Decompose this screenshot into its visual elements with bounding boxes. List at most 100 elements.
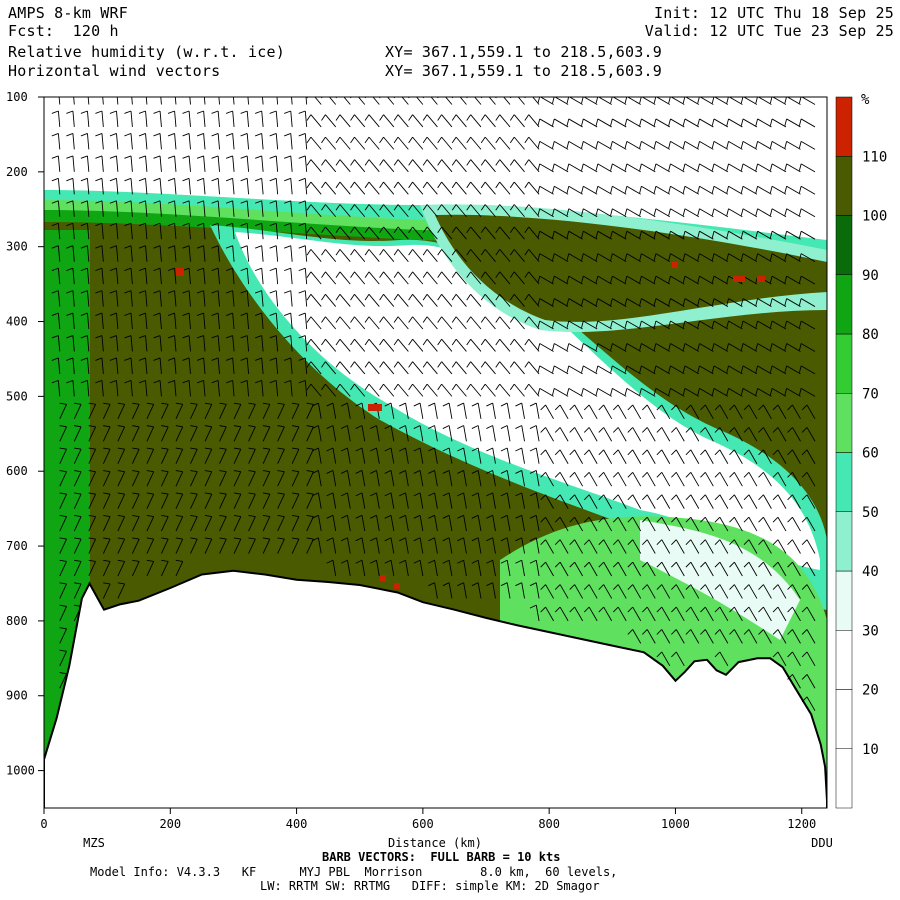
wind-barb-flag: [355, 559, 363, 564]
wind-barb-flag: [729, 584, 735, 590]
wind-barb-flag: [190, 537, 198, 540]
wind-barb-flag: [610, 163, 613, 171]
wind-barb: [655, 118, 670, 128]
wind-barb: [101, 335, 104, 352]
wind-barb: [632, 472, 642, 487]
wind-barb: [277, 538, 285, 554]
wind-barb-flag: [700, 584, 706, 590]
wind-barb: [626, 118, 641, 128]
wind-barb: [275, 357, 279, 374]
wind-barb: [763, 584, 772, 599]
wind-barb-flag: [321, 249, 326, 256]
wind-barb-flag: [495, 114, 501, 121]
wind-barb-flag: [495, 271, 501, 278]
wind-barb: [704, 494, 714, 509]
wind-barb: [742, 298, 758, 307]
wind-barb-flag: [379, 136, 384, 144]
wind-barb: [632, 449, 642, 464]
wind-barb: [690, 539, 700, 554]
wind-barb: [477, 492, 482, 509]
wind-barb: [603, 427, 613, 442]
wind-barb: [261, 155, 264, 172]
wind-barb: [748, 539, 758, 554]
wind-barb: [332, 560, 337, 577]
wind-barb: [175, 516, 184, 532]
wind-barb: [459, 97, 467, 105]
wind-barb-flag: [537, 118, 541, 126]
wind-barb: [521, 447, 525, 464]
wind-barb-flag: [269, 200, 277, 204]
wind-barb: [188, 223, 191, 240]
wind-barb: [310, 361, 322, 375]
rh-spot-2: [368, 404, 382, 411]
wind-barb: [306, 471, 314, 487]
wind-barb: [145, 155, 148, 172]
wind-barb: [376, 515, 380, 532]
wind-barb: [412, 226, 424, 240]
wind-barb-flag: [451, 294, 457, 301]
wind-barb-flag: [642, 629, 648, 635]
wind-barb-flag: [255, 357, 262, 361]
wind-barb-flag: [466, 316, 472, 323]
wind-barb-flag: [103, 559, 111, 562]
wind-barb-flag: [668, 163, 671, 171]
wind-barb: [792, 517, 801, 532]
wind-barb: [521, 582, 525, 599]
wind-barb-flag: [190, 402, 198, 405]
wind-barb-flag: [755, 141, 759, 149]
wind-barb: [291, 449, 300, 464]
colorbar-swatch: [835, 274, 853, 335]
wind-barb: [484, 136, 496, 150]
wind-barb-flag: [255, 312, 262, 316]
wind-barb-flag: [685, 561, 692, 568]
wind-barb-flag: [355, 537, 363, 542]
wind-barb: [554, 208, 569, 218]
wind-barb: [612, 253, 627, 263]
wind-barb-flag: [509, 159, 515, 166]
wind-barb: [792, 629, 801, 644]
wind-barb-flag: [772, 606, 779, 613]
wind-barb-flag: [225, 133, 233, 137]
wind-barb: [317, 537, 322, 554]
wind-barb-flag: [306, 402, 314, 405]
wind-barb-flag: [269, 357, 277, 361]
wind-barb: [57, 110, 61, 127]
wind-barb: [699, 275, 714, 285]
wind-barb-flag: [117, 425, 125, 428]
wind-barb: [101, 110, 104, 127]
wind-barb: [597, 230, 612, 240]
wind-barb: [332, 402, 337, 419]
wind-barb-flag: [262, 514, 270, 518]
wind-barb-flag: [138, 380, 146, 384]
wind-barb-flag: [422, 136, 428, 144]
wind-barb: [190, 471, 198, 487]
wind-barb-flag: [284, 155, 291, 159]
wind-barb: [463, 537, 467, 554]
wind-barb: [357, 97, 366, 105]
wind-barb: [713, 230, 729, 240]
wind-barb-flag: [495, 383, 501, 391]
wind-barb-flag: [269, 155, 277, 159]
wind-barb-flag: [370, 447, 377, 452]
colorbar-swatch: [835, 393, 853, 453]
wind-barb-flag: [211, 245, 219, 249]
wind-barb-flag: [182, 335, 190, 339]
wind-barb-flag: [437, 361, 443, 368]
wind-barb-flag: [277, 470, 285, 473]
wind-barb: [246, 200, 250, 217]
wind-barb-flag: [399, 559, 406, 564]
wind-barb-flag: [298, 312, 306, 316]
wind-barb: [116, 133, 119, 150]
wind-barb-flag: [59, 402, 67, 405]
wind-barb: [130, 200, 133, 217]
wind-barb: [603, 449, 613, 464]
wind-barb: [535, 515, 540, 532]
wind-barb: [661, 539, 671, 554]
wind-barb: [390, 492, 395, 509]
wind-barb: [376, 492, 380, 509]
wind-barb: [159, 380, 162, 397]
wind-barb: [175, 493, 184, 509]
wind-barb-flag: [758, 427, 764, 433]
wind-barb-flag: [437, 316, 443, 323]
wind-barb: [86, 313, 90, 330]
